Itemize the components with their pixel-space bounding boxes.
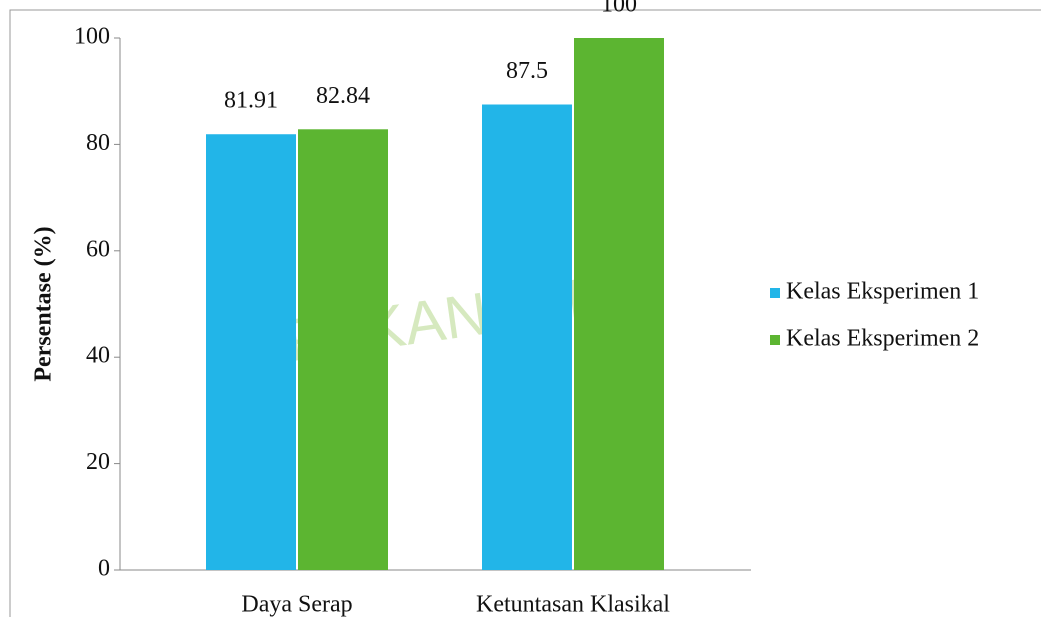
x-tick-label: Ketuntasan Klasikal (476, 592, 670, 617)
y-tick-label: 40 (86, 343, 110, 369)
y-tick-label: 20 (86, 449, 110, 475)
y-tick-label: 80 (86, 130, 110, 156)
bar (206, 134, 296, 570)
chart-border (9, 9, 1041, 617)
y-tick-label: 60 (86, 236, 110, 262)
y-tick-label: 0 (98, 556, 110, 582)
legend-label: Kelas Eksperimen 2 (786, 326, 979, 352)
bar (298, 129, 388, 570)
legend-label: Kelas Eksperimen 1 (786, 279, 979, 305)
data-label: 82.84 (316, 83, 370, 109)
bar (574, 38, 664, 570)
legend-swatch (770, 288, 780, 298)
bar (482, 104, 572, 570)
data-label: 87.5 (506, 58, 548, 84)
y-tick-label: 100 (74, 24, 110, 50)
data-label: 81.91 (224, 88, 278, 114)
x-tick-label: Daya Serap (241, 592, 352, 617)
y-axis-label: Persentase (%) (31, 226, 57, 381)
legend-swatch (770, 335, 780, 345)
data-label: 100 (601, 0, 637, 18)
